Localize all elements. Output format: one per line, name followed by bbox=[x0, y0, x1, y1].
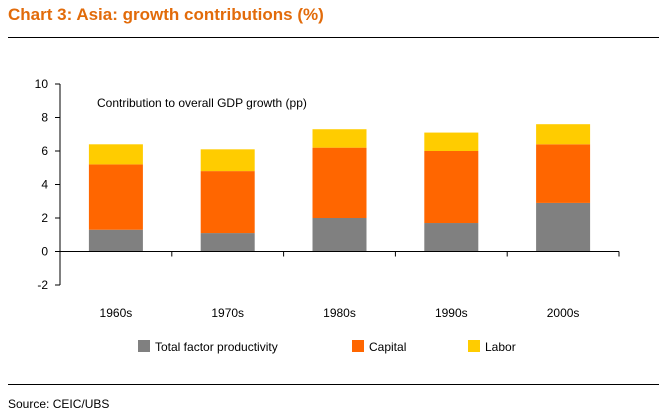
bar-total-factor-productivity-1990s bbox=[424, 223, 479, 252]
legend-label-total-factor-productivity: Total factor productivity bbox=[155, 340, 278, 354]
y-axis: -2 0 2 4 6 8 10 bbox=[35, 77, 61, 292]
bar-total-factor-productivity-1970s bbox=[200, 233, 255, 252]
bar-total-factor-productivity-1960s bbox=[88, 229, 143, 252]
title-divider bbox=[8, 37, 659, 38]
chart-annotation: Contribution to overall GDP growth (pp) bbox=[97, 96, 307, 110]
chart-title: Chart 3: Asia: growth contributions (%) bbox=[8, 5, 324, 24]
chart-legend: Total factor productivity Capital Labor bbox=[138, 340, 516, 354]
bar-labor-2000s bbox=[536, 124, 591, 145]
bar-capital-1960s bbox=[88, 164, 143, 230]
legend-label-capital: Capital bbox=[369, 340, 406, 354]
legend-label-labor: Labor bbox=[485, 340, 516, 354]
bar-capital-1980s bbox=[312, 147, 367, 218]
legend-swatch-total-factor-productivity bbox=[138, 340, 150, 352]
bar-labor-1980s bbox=[312, 129, 367, 148]
bar-total-factor-productivity-1980s bbox=[312, 218, 367, 252]
y-tick-label: 2 bbox=[41, 211, 48, 225]
stacked-bars bbox=[88, 124, 591, 252]
bar-capital-1970s bbox=[200, 171, 255, 234]
bar-capital-1990s bbox=[424, 151, 479, 224]
x-tick-label: 1980s bbox=[323, 306, 356, 320]
y-tick-label: 6 bbox=[41, 144, 48, 158]
legend-swatch-capital bbox=[352, 340, 364, 352]
x-tick-label: 2000s bbox=[547, 306, 580, 320]
chart-area: -2 0 2 4 6 8 10 1960s 1970s 1980s 1990s 2000s Cont… bbox=[35, 77, 620, 354]
bar-labor-1990s bbox=[424, 132, 479, 151]
bar-total-factor-productivity-2000s bbox=[536, 202, 591, 252]
source-note: Source: CEIC/UBS bbox=[8, 397, 110, 411]
footer-divider bbox=[8, 384, 659, 385]
x-tick-label: 1960s bbox=[100, 306, 133, 320]
legend-swatch-labor bbox=[468, 340, 480, 352]
bar-capital-2000s bbox=[536, 144, 591, 203]
y-tick-label: 10 bbox=[35, 77, 49, 91]
y-tick-label: -2 bbox=[37, 278, 48, 292]
bar-labor-1960s bbox=[88, 144, 143, 165]
y-tick-label: 4 bbox=[41, 178, 48, 192]
x-axis: 1960s 1970s 1980s 1990s 2000s bbox=[59, 251, 620, 320]
bar-labor-1970s bbox=[200, 149, 255, 172]
x-tick-label: 1970s bbox=[211, 306, 244, 320]
y-tick-label: 8 bbox=[41, 111, 48, 125]
y-tick-label: 0 bbox=[41, 245, 48, 259]
x-tick-label: 1990s bbox=[435, 306, 468, 320]
